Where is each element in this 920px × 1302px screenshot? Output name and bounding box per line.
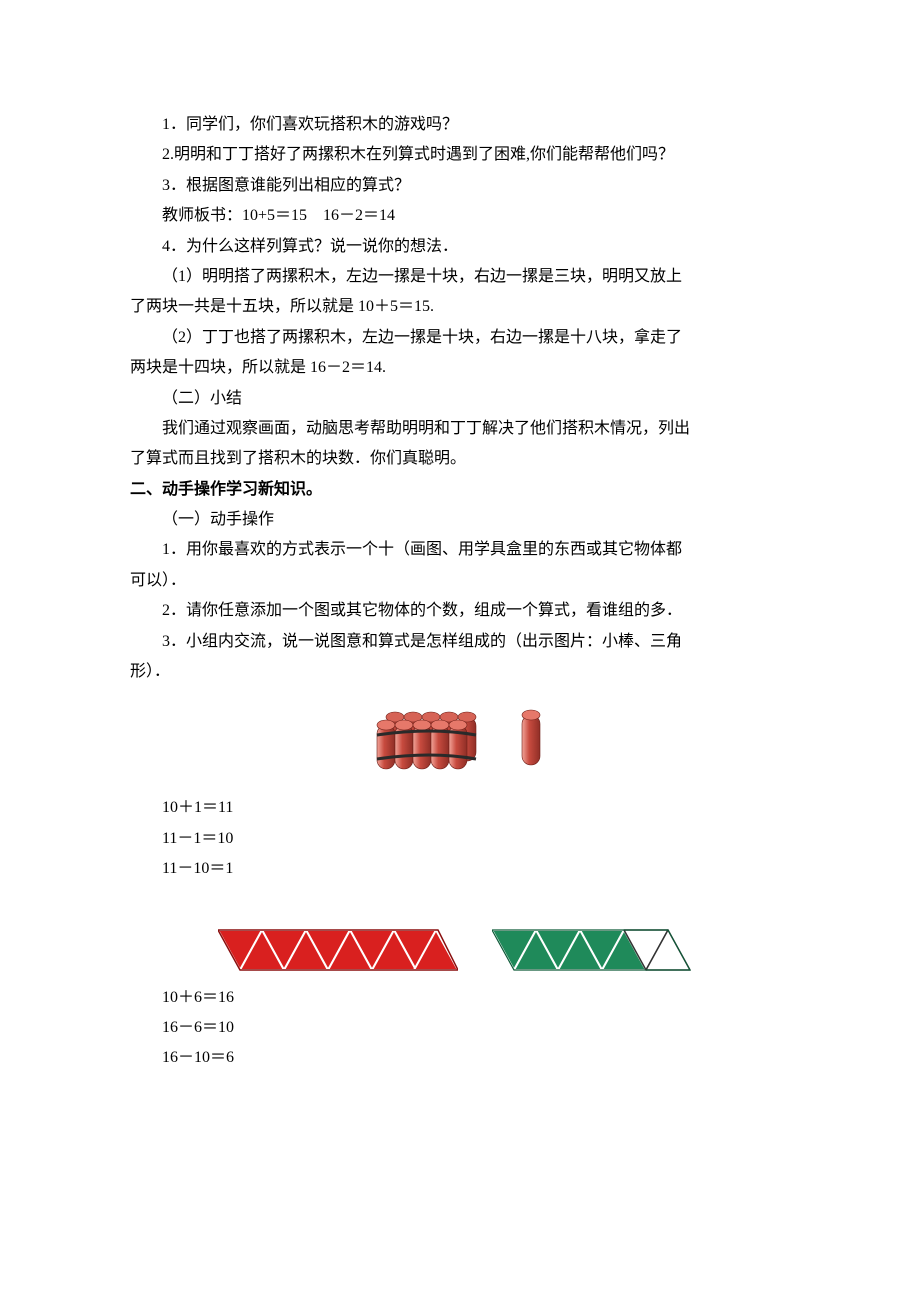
s2-p1-line1: 1．用你最喜欢的方式表示一个十（画图、用学具盒里的东西或其它物体都 bbox=[130, 535, 790, 565]
summary-line2: 了算式而且找到了搭积木的块数．你们真聪明。 bbox=[130, 444, 790, 474]
eq2-1: 10＋6＝16 bbox=[130, 983, 790, 1013]
a1-line1: （1）明明搭了两摞积木，左边一摞是十块，右边一摞是三块，明明又放上 bbox=[130, 262, 790, 292]
eq2-3: 16－10＝6 bbox=[130, 1043, 790, 1073]
s2-p1-line2: 可以）． bbox=[130, 566, 790, 596]
summary-line1: 我们通过观察画面，动脑思考帮助明明和丁丁解决了他们搭积木情况，列出 bbox=[130, 414, 790, 444]
board-line: 教师板书：10+5＝15 16－2＝14 bbox=[130, 201, 790, 231]
s2-p3-line1: 3．小组内交流，说一说图意和算式是怎样组成的（出示图片：小棒、三角 bbox=[130, 627, 790, 657]
q2: 2.明明和丁丁搭好了两摞积木在列算式时遇到了困难,你们能帮帮他们吗？ bbox=[130, 140, 790, 170]
s2-sub1: （一）动手操作 bbox=[130, 505, 790, 535]
a2-line2: 两块是十四块，所以就是 16－2＝14. bbox=[130, 353, 790, 383]
q1: 1．同学们，你们喜欢玩搭积木的游戏吗？ bbox=[130, 110, 790, 140]
s2-p3-line2: 形）． bbox=[130, 657, 790, 687]
q4: 4．为什么这样列算式？说一说你的想法． bbox=[130, 232, 790, 262]
s2-p2: 2．请你任意添加一个图或其它物体的个数，组成一个算式，看谁组的多． bbox=[130, 596, 790, 626]
red-triangle-strip-icon bbox=[218, 925, 458, 975]
eq2-2: 16－6＝10 bbox=[130, 1013, 790, 1043]
board-eq2: 16－2＝14 bbox=[323, 207, 395, 224]
green-white-triangle-strip-icon bbox=[492, 925, 702, 975]
single-stick-icon bbox=[518, 707, 544, 769]
section2-heading: 二、动手操作学习新知识。 bbox=[130, 475, 790, 505]
triangle-figure bbox=[130, 925, 790, 975]
eq1-1: 10＋1＝11 bbox=[130, 793, 790, 823]
board-eq1: 10+5＝15 bbox=[242, 207, 307, 224]
a2-line1: （2）丁丁也搭了两摞积木，左边一摞是十块，右边一摞是十八块，拿走了 bbox=[130, 323, 790, 353]
sub2: （二）小结 bbox=[130, 384, 790, 414]
q3: 3．根据图意谁能列出相应的算式？ bbox=[130, 171, 790, 201]
eq1-3: 11－10＝1 bbox=[130, 854, 790, 884]
a1-line2: 了两块一共是十五块，所以就是 10＋5＝15. bbox=[130, 292, 790, 322]
sticks-figure bbox=[130, 703, 790, 773]
eq1-2: 11－1＝10 bbox=[130, 824, 790, 854]
stick-bundle-icon bbox=[376, 703, 486, 773]
board-label: 教师板书： bbox=[162, 207, 242, 224]
